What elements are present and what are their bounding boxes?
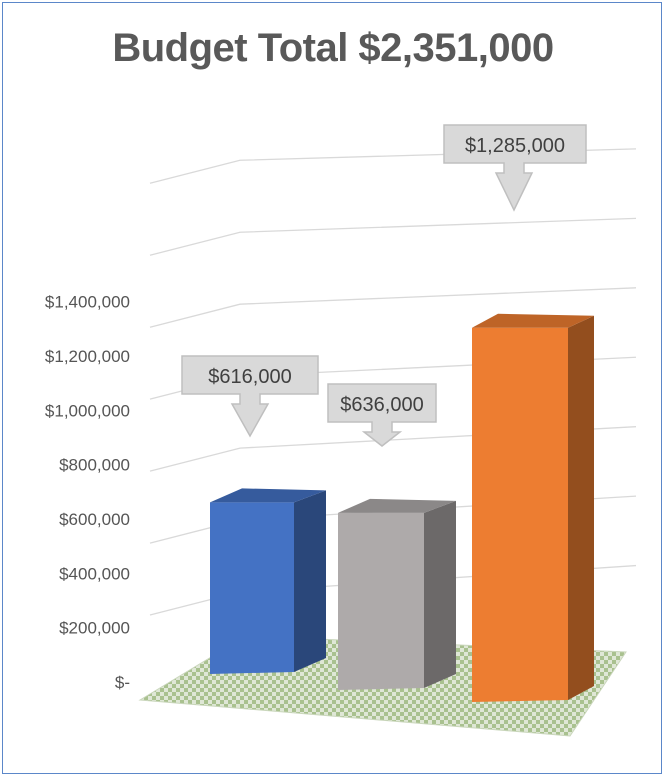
gridline xyxy=(149,217,637,256)
chart-title: Budget Total $2,351,000 xyxy=(112,26,554,70)
bar-side xyxy=(294,490,326,672)
data-label: $616,000 xyxy=(208,366,291,388)
callout-box xyxy=(443,124,587,212)
bar-front xyxy=(472,327,568,702)
y-tick-label: $1,400,000 xyxy=(45,293,130,312)
callout-box xyxy=(327,383,437,447)
bar-2 xyxy=(338,498,456,690)
data-label-callout: $1,285,000 xyxy=(443,124,587,212)
data-label: $1,285,000 xyxy=(465,135,565,157)
bar-top xyxy=(472,313,594,328)
bar-1 xyxy=(210,488,326,674)
callout-box xyxy=(181,355,319,438)
bar-side xyxy=(568,315,594,700)
data-label-callout: $636,000 xyxy=(327,383,437,447)
data-label-callout: $616,000 xyxy=(181,355,319,438)
bar-front xyxy=(210,502,294,674)
y-tick-label: $600,000 xyxy=(59,510,130,529)
gridline xyxy=(149,287,637,328)
bar-3 xyxy=(472,313,594,702)
y-tick-label: $- xyxy=(115,673,130,692)
y-tick-label: $800,000 xyxy=(59,456,130,475)
bar-top xyxy=(338,498,456,513)
bar-front xyxy=(338,512,424,690)
y-tick-label: $400,000 xyxy=(59,564,130,583)
data-label: $636,000 xyxy=(340,394,423,416)
y-tick-label: $200,000 xyxy=(59,619,130,638)
y-tick-label: $1,000,000 xyxy=(45,401,130,420)
y-tick-label: $1,200,000 xyxy=(45,347,130,366)
bar-side xyxy=(424,500,456,688)
bar-top xyxy=(210,488,326,503)
